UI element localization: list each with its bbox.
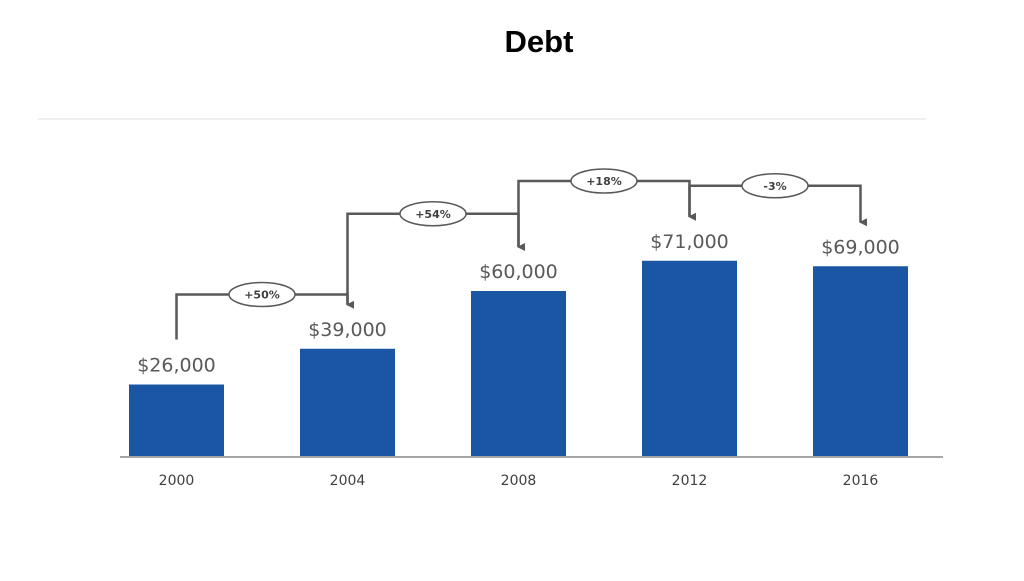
change-connectors: +50% +54% +18% -3%: [175, 168, 867, 340]
value-label-2000: $26,000: [137, 355, 216, 377]
bar-2000: [129, 384, 224, 456]
change-label-3: +18%: [586, 175, 622, 188]
x-tick-labels: 2000 2004 2008 2012 2016: [159, 473, 879, 489]
bar-2012: [642, 260, 737, 456]
value-label-2004: $39,000: [308, 319, 387, 341]
x-tick-label-2012: 2012: [672, 473, 708, 489]
value-label-2016: $69,000: [821, 236, 900, 258]
change-bubble-1: [228, 281, 296, 308]
change-bubble-4: [741, 173, 809, 199]
x-tick-label-2004: 2004: [330, 473, 366, 489]
change-label-2: +54%: [415, 208, 451, 221]
x-tick-label-2008: 2008: [501, 473, 537, 489]
x-tick-label-2000: 2000: [159, 473, 195, 489]
change-bubble-3: [570, 168, 638, 194]
bar-2004: [300, 348, 395, 456]
bars-group: $26,000 $39,000 $60,000 $71,000 $69,000: [129, 231, 908, 456]
bar-2008: [471, 291, 566, 456]
x-tick-label-2016: 2016: [843, 473, 879, 489]
change-label-1: +50%: [244, 289, 280, 302]
change-connector-2: [346, 212, 525, 304]
change-bubble-2: [399, 201, 467, 227]
value-label-2008: $60,000: [479, 261, 558, 283]
value-label-2012: $71,000: [650, 231, 729, 253]
bar-2016: [813, 266, 908, 456]
chart-title: Debt: [504, 24, 574, 59]
change-label-4: -3%: [763, 180, 786, 193]
